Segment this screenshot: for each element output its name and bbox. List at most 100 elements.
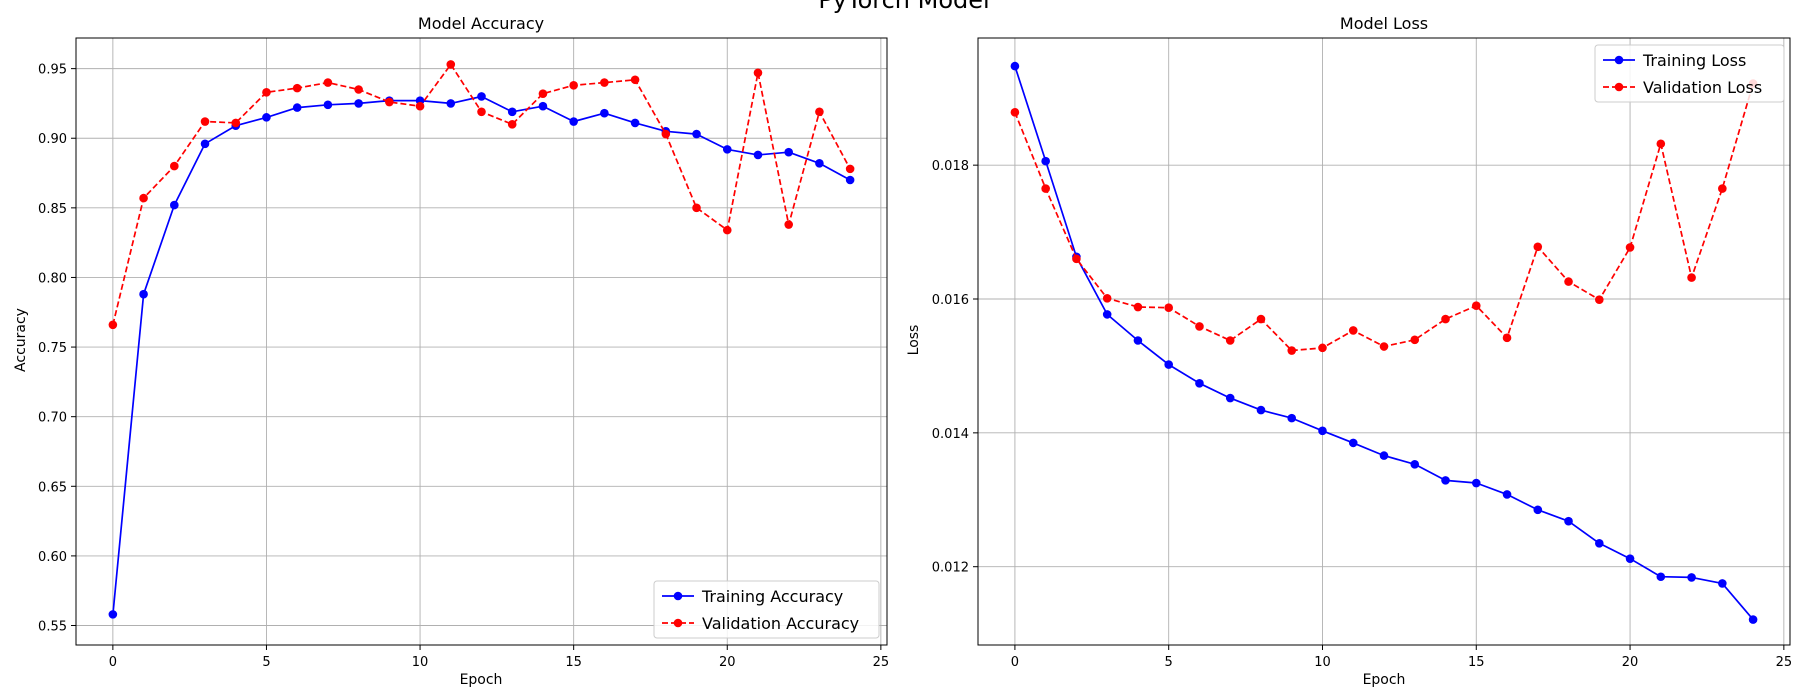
data-point [1287,346,1297,355]
loss-plot: Model Loss Epoch Loss 0 5 10 15 20 25 0.012 0.0… [906,14,1792,688]
loss-plot-xlabel: Epoch [1363,672,1406,688]
data-point [1195,322,1204,331]
data-point [1348,326,1358,335]
data-point [385,97,394,107]
x-tick-label: 20 [719,655,736,670]
data-point [1102,310,1112,319]
data-point [1471,301,1481,310]
legend-marker [673,618,683,628]
series-line [112,63,851,326]
data-point [1133,336,1143,345]
loss-plot-title: Model Loss [1340,14,1428,33]
y-tick-label: 0.016 [932,293,969,308]
data-point [507,107,517,117]
y-tick-label: 0.90 [38,132,67,147]
accuracy-plot-title: Model Accuracy [418,14,544,33]
y-tick-label: 0.018 [932,159,969,174]
data-point [722,145,732,154]
y-tick-label: 0.70 [38,411,67,426]
data-point [1656,139,1666,149]
x-tick-label: 25 [1776,655,1793,670]
data-point [1564,277,1573,286]
y-tick-label: 0.75 [38,341,67,356]
data-point [1718,579,1727,588]
x-tick-label: 10 [1314,655,1331,670]
data-point [292,103,302,112]
legend-label: Training Accuracy [701,587,843,606]
data-point [692,203,701,213]
accuracy-legend: Training Accuracy Validation Accuracy [653,580,880,639]
data-point [1595,295,1604,304]
data-point [1410,460,1420,469]
data-point [1256,314,1266,324]
x-tick-label: 0 [1011,655,1019,670]
data-point [170,161,179,171]
data-point [1225,393,1235,403]
data-point [1164,360,1173,369]
loss-series-validation [1010,79,1758,355]
data-point [292,83,302,93]
y-tick-label: 0.85 [38,202,67,217]
data-point [200,139,210,149]
data-point [1625,554,1635,563]
series-line [1014,83,1754,352]
loss-grid [978,38,1790,645]
accuracy-series-training [108,92,855,619]
x-tick-label: 5 [1165,655,1173,670]
accuracy-plot-xlabel: Epoch [460,672,503,688]
data-point [262,113,271,122]
data-point [784,220,793,229]
y-tick-label: 0.012 [932,561,969,576]
data-point [1718,184,1727,193]
data-point [1441,476,1450,485]
accuracy-grid [76,38,887,645]
data-point [354,85,363,94]
figure-suptitle: PyTorch Model [818,0,989,14]
data-point [1687,273,1696,282]
legend-label: Validation Loss [1643,78,1762,97]
data-point [1195,379,1204,388]
x-tick-label: 20 [1622,655,1639,670]
accuracy-plot: Model Accuracy Epoch Accuracy 0 5 10 15 20 25… [13,14,889,688]
data-point [415,101,425,111]
data-point [630,118,640,128]
legend-label: Validation Accuracy [702,614,859,633]
data-point [446,99,456,108]
data-point [1102,294,1112,303]
data-point [231,118,241,128]
data-point [1164,303,1173,313]
data-point [815,107,824,117]
y-tick-label: 0.55 [38,620,67,635]
data-point [845,164,855,174]
data-point [1348,438,1358,448]
data-point [170,200,179,210]
data-point [1379,451,1389,460]
data-point [1625,243,1635,252]
data-point [1564,516,1573,526]
data-point [1287,413,1297,423]
legend-box [653,580,880,639]
y-tick-label: 0.65 [38,480,67,495]
data-point [753,150,763,160]
series-line [112,95,851,615]
data-point [446,60,456,69]
data-point [354,99,363,108]
x-tick-label: 15 [1468,655,1485,670]
data-point [1502,333,1512,343]
data-point [1318,343,1327,353]
data-point [661,129,671,139]
y-tick-label: 0.80 [38,271,67,286]
accuracy-series-validation [108,60,855,330]
data-point [139,289,148,299]
data-point [1502,490,1512,499]
data-point [1041,156,1050,166]
data-point [507,120,517,129]
data-point [569,117,578,126]
data-point [722,225,732,235]
data-point [323,78,333,87]
accuracy-plot-ylabel: Accuracy [13,308,29,372]
legend-box [1594,44,1785,103]
loss-series-training [1010,61,1758,624]
y-tick-label: 0.014 [932,427,969,442]
